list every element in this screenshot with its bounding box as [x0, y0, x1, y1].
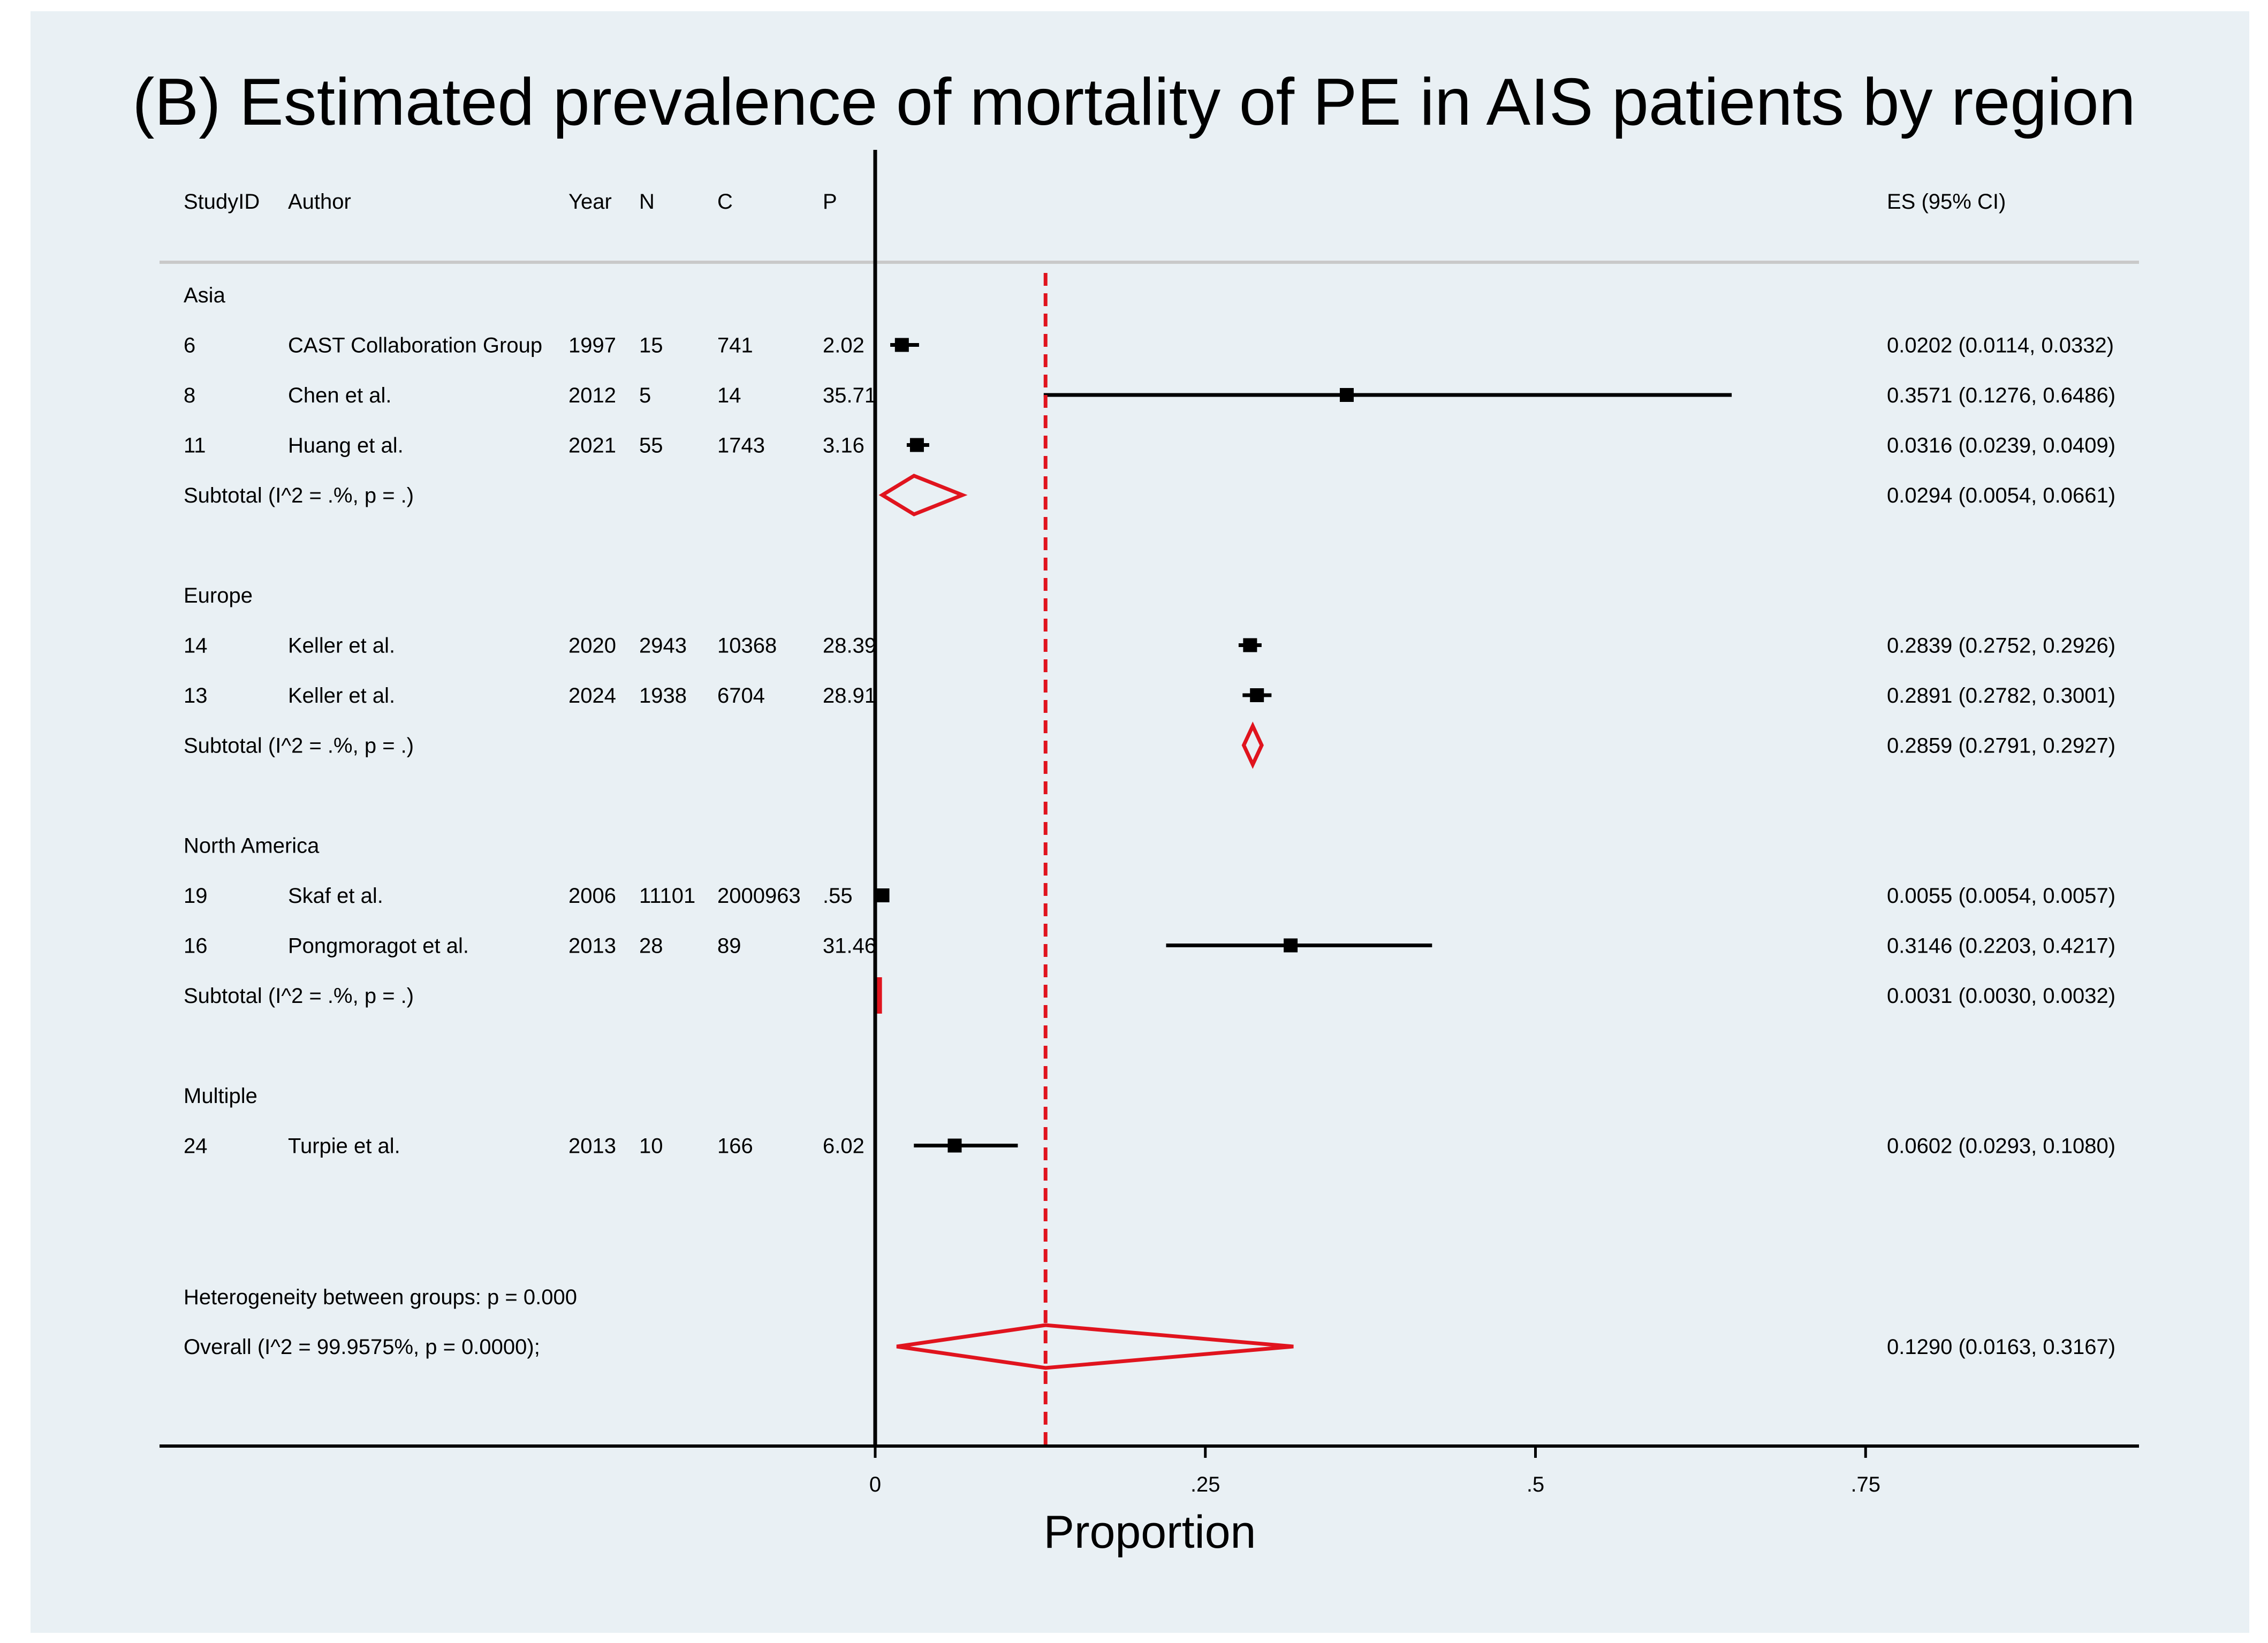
- subtotal-diamond: [876, 977, 882, 1014]
- study-author: Keller et al.: [288, 634, 395, 658]
- study-year: 1997: [568, 334, 616, 357]
- study-n: 11101: [639, 884, 695, 908]
- study-p: 28.39: [823, 634, 876, 658]
- x-axis-title: Proportion: [1044, 1507, 1256, 1558]
- group-label: Europe: [184, 584, 253, 607]
- study-c: 2000963: [717, 884, 801, 908]
- x-tick-label: .75: [1850, 1473, 1880, 1496]
- study-year: 2013: [568, 1135, 616, 1158]
- study-n: 28: [639, 934, 663, 958]
- column-header-studyid: StudyID: [184, 190, 260, 214]
- study-p: 35.71: [823, 384, 876, 407]
- study-es-ci: 0.2839 (0.2752, 0.2926): [1887, 634, 2115, 658]
- study-year: 2024: [568, 684, 616, 708]
- study-c: 6704: [717, 684, 765, 708]
- study-n: 2943: [639, 634, 687, 658]
- study-year: 2021: [568, 434, 616, 458]
- group-label: North America: [184, 834, 320, 858]
- study-n: 5: [639, 384, 651, 407]
- x-tick-label: .25: [1190, 1473, 1220, 1496]
- study-id: 19: [184, 884, 208, 908]
- study-p: 3.16: [823, 434, 864, 458]
- subtotal-diamond: [878, 474, 968, 516]
- study-id: 13: [184, 684, 208, 708]
- study-point-marker: [1243, 638, 1257, 652]
- heterogeneity-label: Heterogeneity between groups: p = 0.000: [184, 1286, 577, 1309]
- study-author: Pongmoragot et al.: [288, 934, 469, 958]
- study-author: CAST Collaboration Group: [288, 334, 542, 357]
- column-header-n: N: [639, 190, 655, 214]
- study-id: 6: [184, 334, 195, 357]
- study-author: Chen et al.: [288, 384, 391, 407]
- column-header-p: P: [823, 190, 837, 214]
- study-c: 741: [717, 334, 753, 357]
- study-es-ci: 0.0202 (0.0114, 0.0332): [1887, 334, 2114, 357]
- x-tick-label: 0: [869, 1473, 881, 1496]
- subtotal-es-ci: 0.0031 (0.0030, 0.0032): [1887, 984, 2115, 1008]
- overall-es-ci: 0.1290 (0.0163, 0.3167): [1887, 1335, 2115, 1359]
- subtotal-es-ci: 0.0294 (0.0054, 0.0661): [1887, 484, 2115, 507]
- study-es-ci: 0.3146 (0.2203, 0.4217): [1887, 934, 2115, 958]
- subtotal-label: Subtotal (I^2 = .%, p = .): [184, 734, 414, 758]
- column-header-author: Author: [288, 190, 351, 214]
- study-es-ci: 0.0055 (0.0054, 0.0057): [1887, 884, 2115, 908]
- study-point-marker: [1284, 938, 1298, 953]
- study-point-marker: [909, 438, 924, 452]
- group-label: Multiple: [184, 1084, 257, 1108]
- study-point-marker: [875, 888, 890, 902]
- chart-background: [31, 11, 2249, 1633]
- study-point-marker: [1250, 688, 1264, 702]
- study-n: 15: [639, 334, 663, 357]
- subtotal-label: Subtotal (I^2 = .%, p = .): [184, 984, 414, 1008]
- study-year: 2012: [568, 384, 616, 407]
- study-p: 6.02: [823, 1135, 864, 1158]
- subtotal-es-ci: 0.2859 (0.2791, 0.2927): [1887, 734, 2115, 758]
- study-id: 11: [184, 434, 206, 458]
- study-n: 55: [639, 434, 663, 458]
- study-point-marker: [947, 1138, 962, 1153]
- study-point-marker: [894, 338, 909, 352]
- column-header-c: C: [717, 190, 733, 214]
- study-es-ci: 0.3571 (0.1276, 0.6486): [1887, 384, 2115, 407]
- study-n: 10: [639, 1135, 663, 1158]
- study-es-ci: 0.0602 (0.0293, 0.1080): [1887, 1135, 2115, 1158]
- study-c: 89: [717, 934, 741, 958]
- study-year: 2013: [568, 934, 616, 958]
- study-id: 8: [184, 384, 195, 407]
- study-c: 1743: [717, 434, 765, 458]
- study-author: Keller et al.: [288, 684, 395, 708]
- column-header-year: Year: [568, 190, 612, 214]
- study-c: 14: [717, 384, 741, 407]
- overall-diamond: [896, 1323, 1294, 1370]
- column-header-es: ES (95% CI): [1887, 190, 2006, 214]
- study-p: 28.91: [823, 684, 876, 708]
- study-p: .55: [823, 884, 853, 908]
- subtotal-label: Subtotal (I^2 = .%, p = .): [184, 484, 414, 507]
- study-point-marker: [1339, 388, 1354, 402]
- group-label: Asia: [184, 284, 226, 307]
- study-author: Skaf et al.: [288, 884, 383, 908]
- study-es-ci: 0.0316 (0.0239, 0.0409): [1887, 434, 2115, 458]
- study-p: 2.02: [823, 334, 864, 357]
- subtotal-diamond: [1241, 721, 1264, 769]
- study-c: 10368: [717, 634, 777, 658]
- study-c: 166: [717, 1135, 753, 1158]
- study-n: 1938: [639, 684, 687, 708]
- chart-title: (B) Estimated prevalence of mortality of…: [132, 65, 2136, 139]
- study-es-ci: 0.2891 (0.2782, 0.3001): [1887, 684, 2115, 708]
- overall-label: Overall (I^2 = 99.9575%, p = 0.0000);: [184, 1335, 540, 1359]
- study-id: 14: [184, 634, 208, 658]
- study-id: 16: [184, 934, 208, 958]
- study-author: Turpie et al.: [288, 1135, 400, 1158]
- study-author: Huang et al.: [288, 434, 404, 458]
- study-p: 31.46: [823, 934, 876, 958]
- study-year: 2020: [568, 634, 616, 658]
- x-tick-label: .5: [1527, 1473, 1544, 1496]
- study-year: 2006: [568, 884, 616, 908]
- study-id: 24: [184, 1135, 208, 1158]
